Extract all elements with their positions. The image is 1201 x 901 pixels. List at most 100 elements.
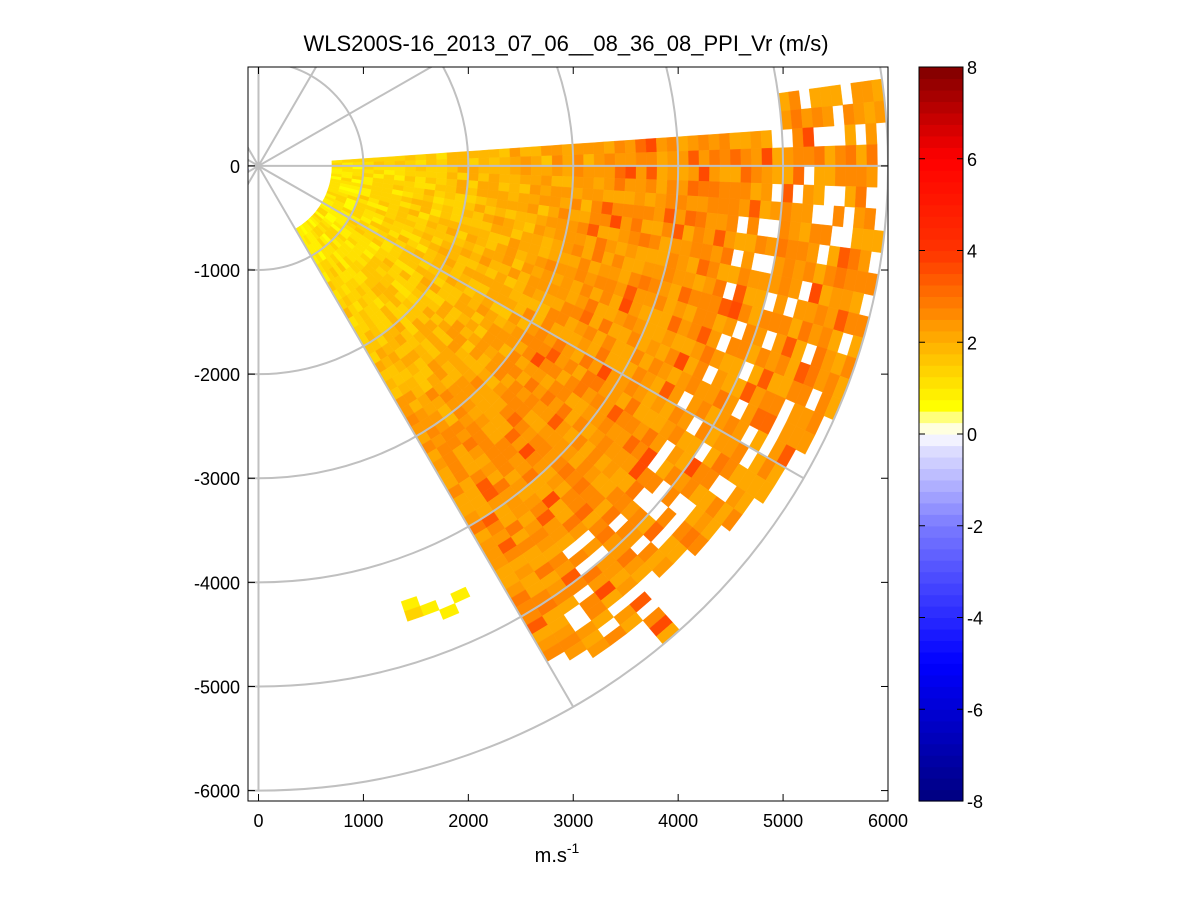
vr-cell [57,251,70,262]
vr-cell [118,364,131,377]
vr-cell [112,171,123,177]
vr-cell [47,361,62,375]
vr-cell [709,149,721,167]
vr-cell [623,191,636,206]
vr-cell [28,554,47,571]
vr-cell [77,215,89,224]
vr-cell [134,270,146,281]
vr-cell [87,312,100,325]
colorbar-level [919,227,963,240]
vr-cell [632,204,645,220]
vr-cell [41,306,55,319]
vr-cell [149,271,160,282]
vr-cell [108,234,120,244]
vr-cell [739,131,752,150]
vr-cell [175,169,186,172]
vr-cell [581,188,594,201]
vr-cell [740,148,752,167]
vr-cell [819,224,833,246]
vr-cell [210,182,220,188]
vr-cell [106,286,118,298]
colorbar-ticks: 8 6 4 2 0 -2 -4 -6 -8 [919,58,983,812]
vr-cell [58,294,71,307]
vr-cell [52,237,64,248]
vr-cell [60,313,74,326]
vr-cell [49,518,67,534]
vr-cell [211,184,221,190]
vr-cell [126,262,138,273]
vr-cell [61,192,72,200]
vr-cell [118,269,130,280]
colorbar-level [919,594,963,607]
colorbar-tick-label: 4 [967,242,977,262]
vr-cell [50,187,61,195]
vr-cell [181,281,191,292]
vr-cell [123,330,135,343]
vr-cell [92,385,106,399]
vr-cell [176,278,186,289]
vr-cell [125,305,137,317]
vr-cell [69,367,83,381]
vr-cell [69,224,81,234]
vr-cell [50,280,63,292]
vr-cell [760,130,773,149]
vr-cell [677,150,689,167]
vr-cell [135,256,147,267]
colorbar-level [919,296,963,309]
vr-cell [85,325,98,338]
vr-cell [39,437,55,453]
vr-cell [200,185,211,191]
vr-cell [144,177,155,182]
vr-cell [30,469,47,485]
vr-cell [635,178,647,194]
vr-cell [144,294,155,306]
vr-cell [80,172,91,179]
vr-cell [185,168,196,171]
vr-cell [41,477,58,493]
colorbar-tick-label: 8 [967,58,977,78]
vr-cell [141,318,153,330]
vr-cell [96,234,108,244]
vr-cell [70,340,84,354]
vr-cell [14,546,33,563]
vr-cell [20,461,37,477]
vr-cell [171,197,182,204]
vr-cell [142,209,153,217]
colorbar-tick-label: 0 [967,425,977,445]
vr-cell [122,170,133,175]
vr-cell [158,316,169,328]
vr-cell [164,256,175,267]
vr-cell [217,170,228,173]
vr-cell [89,217,101,226]
vr-cell [677,165,689,182]
y-tick-label: 0 [230,157,240,177]
vr-cell [486,189,499,200]
vr-cell [54,244,67,255]
vr-cell [98,323,111,336]
vr-cell [821,105,835,127]
vr-cell [740,165,752,184]
vr-cell [141,330,153,343]
vr-cell [143,170,154,174]
vr-cell [129,205,140,213]
vr-cell [863,101,877,125]
vr-cell [845,165,857,187]
vr-cell [528,193,541,206]
vr-cell [217,167,228,169]
vr-cell [131,234,143,244]
vr-cell [760,183,773,202]
vr-cell [115,194,126,201]
vr-cell [439,603,460,620]
vr-cell [63,282,76,294]
vr-cell [190,189,201,195]
vr-cell [4,343,19,358]
vr-cell [645,179,658,194]
vr-cell [136,314,148,326]
vr-cell [45,428,61,444]
vr-cell [509,174,521,185]
vr-cell [84,338,97,351]
vr-cell [646,151,658,167]
vr-cell [186,175,197,179]
vr-cell [59,275,72,287]
vr-cell [519,174,532,186]
